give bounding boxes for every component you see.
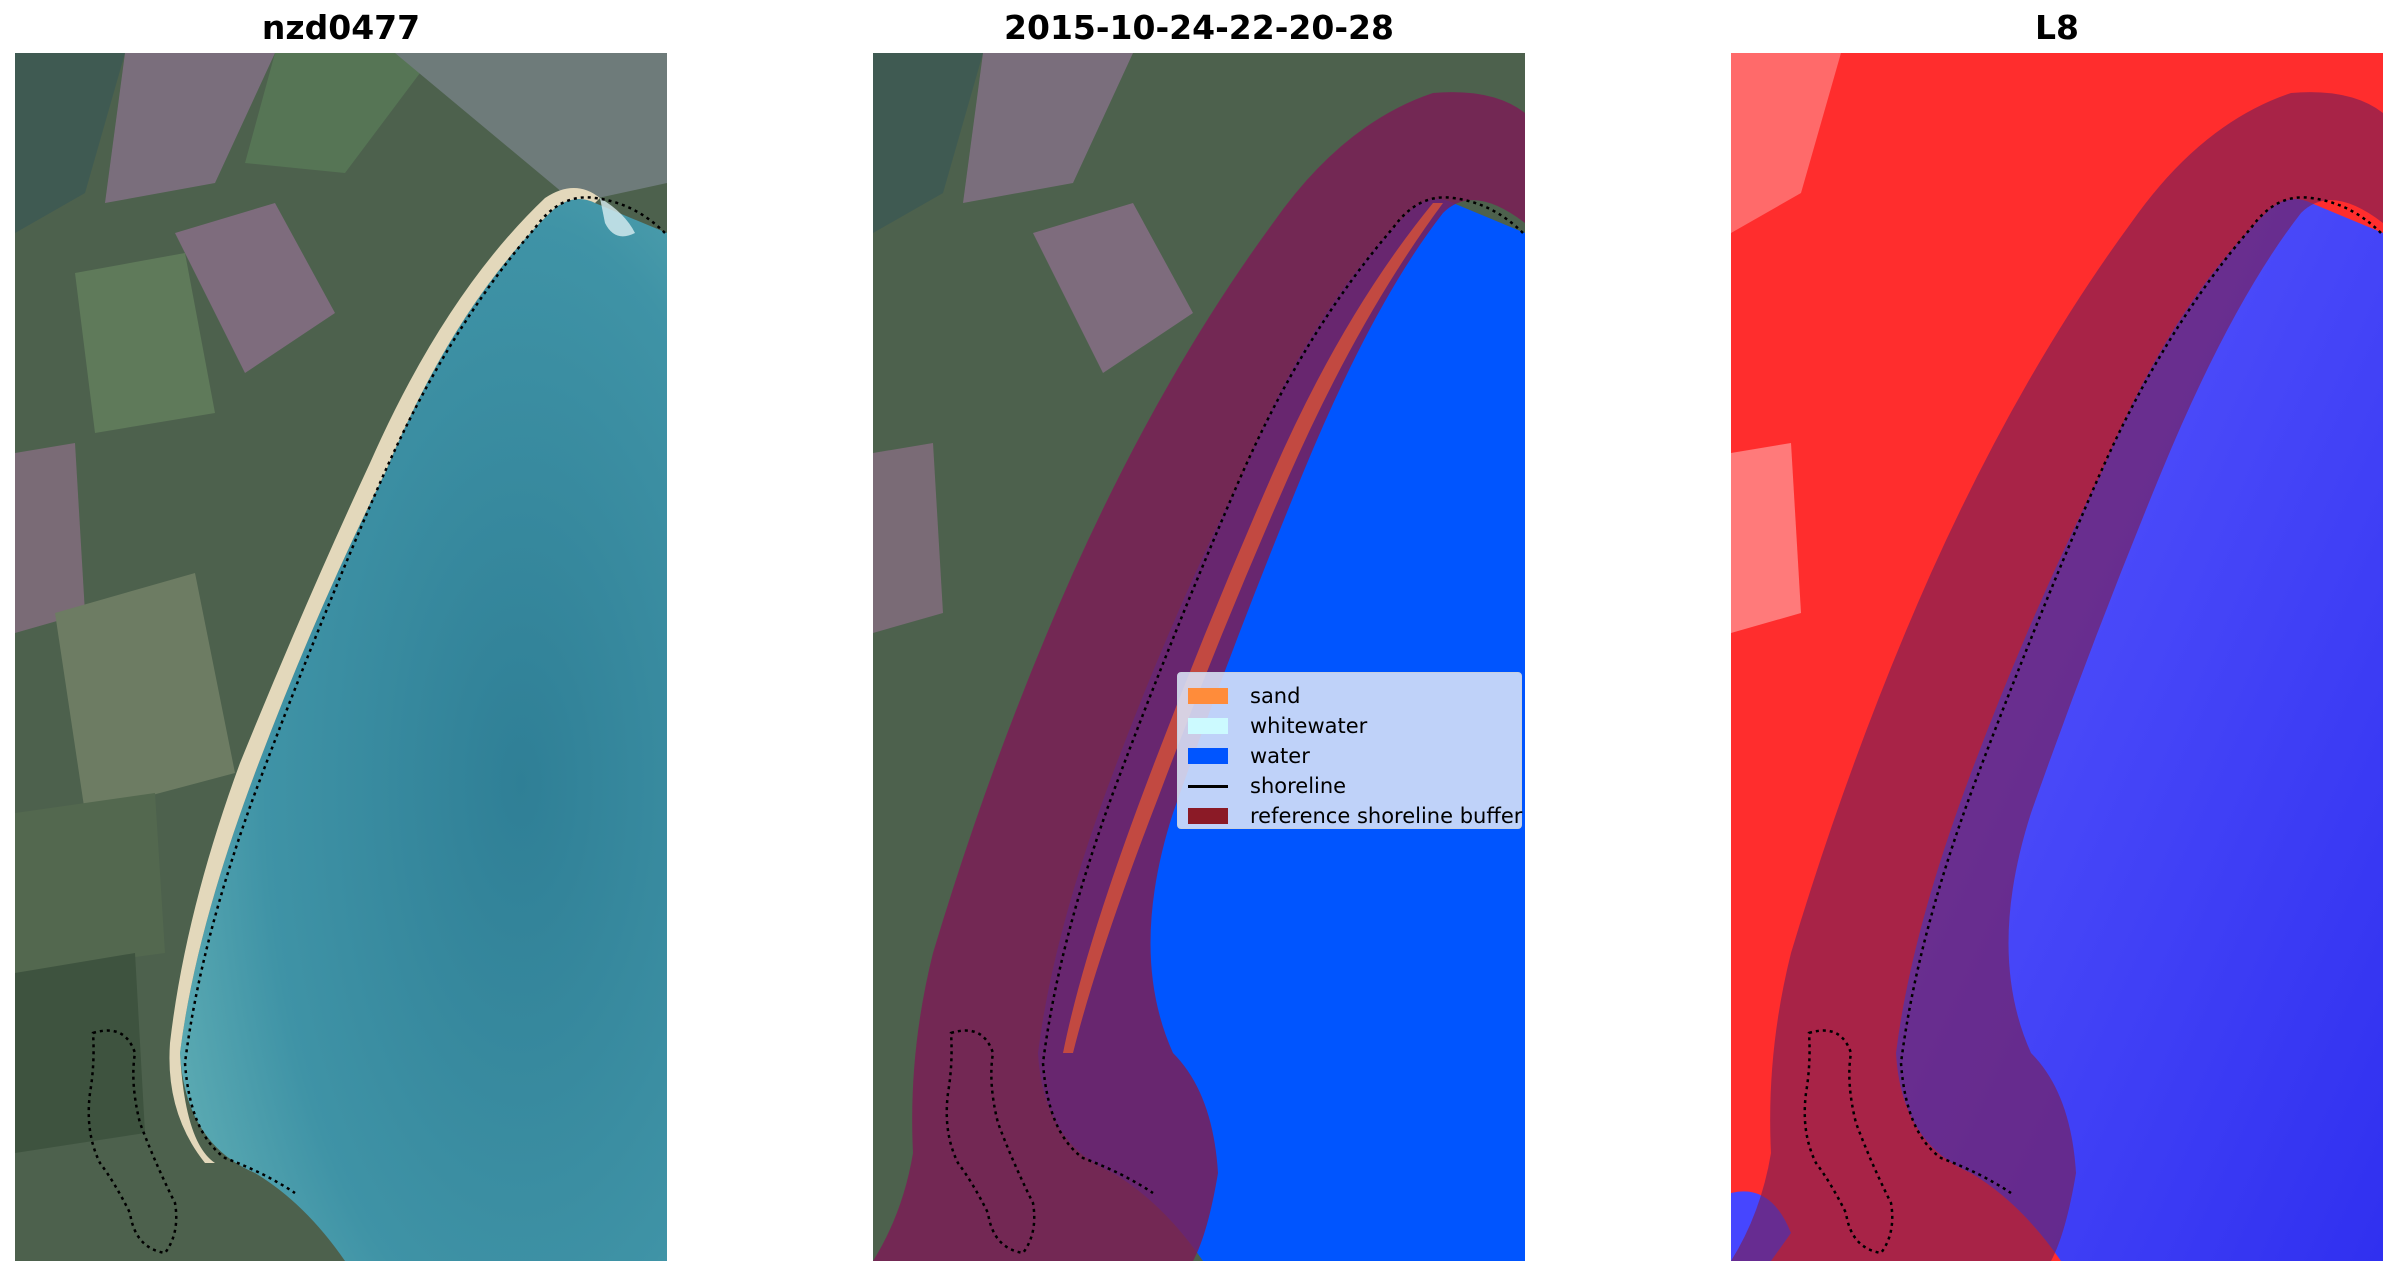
legend-item-whitewater: whitewater: [1188, 711, 1511, 741]
shoreline-line-swatch: [1188, 784, 1228, 788]
legend-item-buffer: reference shoreline buffer: [1188, 801, 1522, 831]
rgb-satellite-image: [15, 53, 667, 1261]
classified-image: [873, 53, 1525, 1261]
panel-title-classified: 2015-10-24-22-20-28: [1004, 8, 1394, 47]
legend-label: whitewater: [1250, 714, 1368, 738]
legend-item-shoreline: shoreline: [1188, 771, 1511, 801]
legend-label: shoreline: [1250, 774, 1347, 798]
index-image: [1731, 53, 2383, 1261]
water-swatch: [1188, 748, 1228, 764]
legend-item-sand: sand: [1188, 681, 1511, 711]
legend-label: water: [1250, 744, 1310, 768]
legend-item-water: water: [1188, 741, 1511, 771]
legend-label: reference shoreline buffer: [1250, 804, 1523, 828]
whitewater-swatch: [1188, 718, 1228, 734]
panel-title-rgb: nzd0477: [261, 8, 421, 47]
sand-swatch: [1188, 688, 1228, 704]
legend: sand whitewater water shoreline referenc…: [1177, 672, 1522, 829]
panel-title-index: L8: [2035, 8, 2079, 47]
legend-label: sand: [1250, 684, 1301, 708]
buffer-swatch: [1188, 808, 1228, 824]
